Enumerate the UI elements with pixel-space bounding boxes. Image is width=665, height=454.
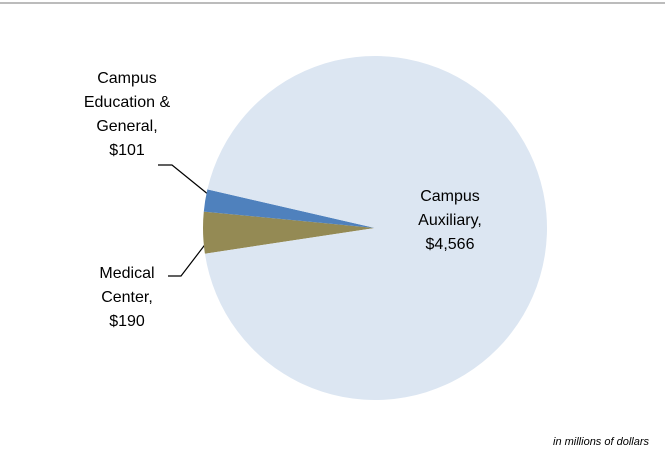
slice-value: $190 xyxy=(109,313,145,330)
note: in millions of dollars xyxy=(553,436,649,448)
slice-label: Campus Education & General, $101 xyxy=(79,67,175,163)
slice-category: Campus Education & General, xyxy=(83,70,171,135)
slice-category: Medical Center, xyxy=(99,265,155,306)
slice-value: $101 xyxy=(109,142,145,159)
leader-line xyxy=(158,164,210,196)
leader-line xyxy=(168,241,208,277)
pie-slice xyxy=(203,211,375,254)
slice-label: Medical Center, $190 xyxy=(79,262,175,334)
slice-value: $4,566 xyxy=(425,236,475,253)
pie-slice xyxy=(204,55,547,400)
slice-label: Campus Auxiliary, $4,566 xyxy=(402,185,498,257)
slice-category: Campus Auxiliary, xyxy=(418,188,482,229)
pie-slice xyxy=(203,189,375,228)
